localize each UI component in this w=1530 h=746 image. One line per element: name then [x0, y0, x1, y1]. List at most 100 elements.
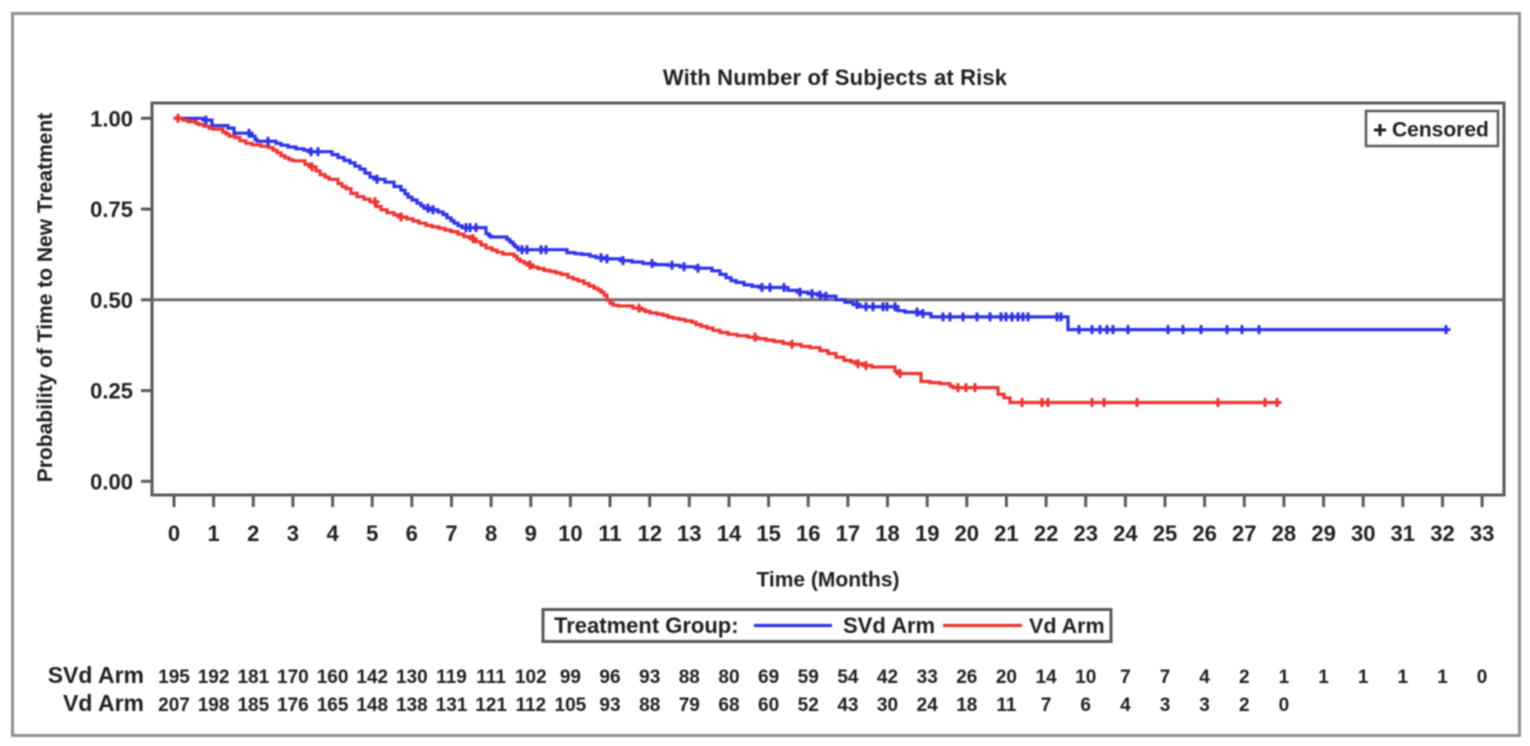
svg-text:1: 1 [1318, 667, 1329, 688]
svg-text:105: 105 [555, 695, 587, 716]
svg-text:5: 5 [366, 521, 378, 546]
svg-text:3: 3 [287, 521, 299, 546]
svg-text:32: 32 [1430, 521, 1454, 546]
svg-text:18: 18 [875, 521, 899, 546]
svg-text:93: 93 [639, 667, 660, 688]
svg-text:130: 130 [396, 667, 428, 688]
svg-text:18: 18 [956, 695, 977, 716]
svg-text:3: 3 [1160, 695, 1171, 716]
svg-text:142: 142 [356, 667, 388, 688]
svg-text:30: 30 [1351, 521, 1375, 546]
svg-text:11: 11 [598, 521, 621, 546]
svg-text:26: 26 [956, 667, 977, 688]
svg-text:33: 33 [1470, 521, 1494, 546]
svg-text:20: 20 [996, 667, 1017, 688]
svg-text:79: 79 [679, 695, 700, 716]
svg-text:SVd Arm: SVd Arm [843, 613, 935, 638]
svg-text:20: 20 [955, 521, 979, 546]
svg-text:0.75: 0.75 [90, 197, 133, 222]
svg-text:14: 14 [717, 521, 742, 546]
svg-text:24: 24 [1113, 521, 1138, 546]
svg-text:26: 26 [1192, 521, 1216, 546]
svg-text:19: 19 [915, 521, 939, 546]
svg-text:80: 80 [718, 667, 739, 688]
svg-text:121: 121 [475, 695, 507, 716]
svg-text:0: 0 [1477, 667, 1488, 688]
svg-text:43: 43 [837, 695, 858, 716]
svg-text:1: 1 [1398, 667, 1409, 688]
svg-text:0: 0 [168, 521, 180, 546]
svg-text:160: 160 [317, 667, 349, 688]
svg-text:176: 176 [277, 695, 309, 716]
svg-text:6: 6 [406, 521, 418, 546]
svg-text:0.00: 0.00 [90, 469, 133, 494]
svg-text:1: 1 [1437, 667, 1448, 688]
svg-text:7: 7 [1120, 667, 1131, 688]
svg-text:1: 1 [1279, 667, 1290, 688]
svg-text:0: 0 [1279, 695, 1290, 716]
svg-text:138: 138 [396, 695, 428, 716]
svg-text:SVd Arm: SVd Arm [48, 662, 144, 688]
svg-text:21: 21 [994, 521, 1018, 546]
svg-text:131: 131 [436, 695, 468, 716]
svg-text:119: 119 [436, 667, 467, 688]
svg-text:52: 52 [798, 695, 819, 716]
svg-text:Probability of Time to New Tre: Probability of Time to New Treatment [34, 113, 57, 483]
svg-text:28: 28 [1272, 521, 1296, 546]
svg-text:25: 25 [1153, 521, 1177, 546]
svg-text:68: 68 [718, 695, 739, 716]
svg-text:165: 165 [317, 695, 349, 716]
svg-text:8: 8 [485, 521, 497, 546]
svg-text:7: 7 [1160, 667, 1171, 688]
svg-text:2: 2 [247, 521, 259, 546]
svg-text:207: 207 [158, 695, 190, 716]
svg-text:10: 10 [1075, 667, 1096, 688]
svg-text:Censored: Censored [1392, 119, 1489, 142]
svg-text:14: 14 [1036, 667, 1058, 688]
svg-text:With Number of Subjects at Ris: With Number of Subjects at Risk [663, 65, 1008, 90]
svg-text:Time (Months): Time (Months) [756, 569, 899, 592]
svg-text:185: 185 [237, 695, 269, 716]
svg-text:33: 33 [917, 667, 938, 688]
svg-text:Vd Arm: Vd Arm [1029, 614, 1105, 638]
svg-text:59: 59 [798, 667, 819, 688]
svg-text:4: 4 [1199, 667, 1210, 688]
svg-text:148: 148 [356, 695, 388, 716]
svg-text:3: 3 [1199, 695, 1210, 716]
svg-text:0.25: 0.25 [90, 379, 133, 404]
svg-text:96: 96 [599, 667, 620, 688]
svg-text:170: 170 [277, 667, 309, 688]
svg-text:31: 31 [1391, 521, 1415, 546]
svg-text:7: 7 [445, 521, 457, 546]
svg-text:17: 17 [836, 521, 860, 546]
svg-text:1.00: 1.00 [90, 106, 133, 131]
svg-text:102: 102 [515, 667, 547, 688]
svg-text:7: 7 [1041, 695, 1052, 716]
svg-text:0.50: 0.50 [90, 288, 133, 313]
svg-text:15: 15 [756, 521, 780, 546]
svg-text:111: 111 [476, 667, 506, 688]
svg-text:11: 11 [996, 695, 1017, 716]
svg-text:198: 198 [198, 695, 230, 716]
svg-text:181: 181 [237, 667, 269, 688]
svg-text:60: 60 [758, 695, 779, 716]
svg-text:2: 2 [1239, 667, 1250, 688]
svg-text:54: 54 [837, 667, 859, 688]
svg-text:12: 12 [637, 521, 661, 546]
svg-text:1: 1 [207, 521, 219, 546]
svg-text:13: 13 [677, 521, 701, 546]
svg-text:24: 24 [917, 695, 939, 716]
svg-text:1: 1 [1358, 667, 1369, 688]
svg-text:2: 2 [1239, 695, 1250, 716]
svg-text:Treatment Group:: Treatment Group: [554, 613, 739, 638]
svg-text:192: 192 [198, 667, 230, 688]
svg-text:4: 4 [326, 521, 339, 546]
svg-text:4: 4 [1120, 695, 1131, 716]
svg-text:112: 112 [515, 695, 546, 716]
svg-text:195: 195 [158, 667, 190, 688]
svg-text:6: 6 [1080, 695, 1091, 716]
svg-text:88: 88 [639, 695, 660, 716]
svg-text:30: 30 [877, 695, 898, 716]
svg-text:16: 16 [796, 521, 820, 546]
svg-text:88: 88 [679, 667, 700, 688]
